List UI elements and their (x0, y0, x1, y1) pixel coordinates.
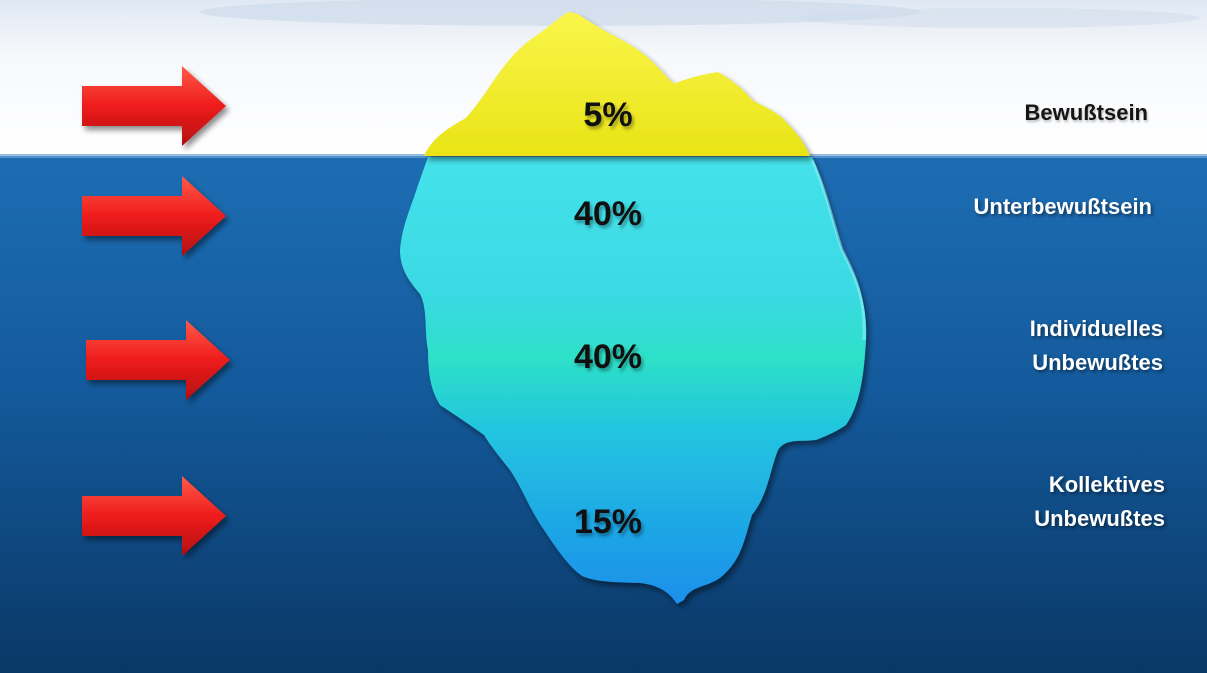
layer-percent-individual-unconscious: 40% (573, 338, 643, 376)
layer-label-line: Unbewußtes (1034, 506, 1165, 531)
layer-label-line: Unbewußtes (1032, 350, 1163, 375)
arrow-row-2 (82, 176, 226, 256)
layer-label-line: Individuelles (1029, 316, 1163, 341)
iceberg-tip (424, 12, 810, 156)
layer-percent-subconscious: 40% (573, 195, 643, 233)
layer-label-line: Unterbewußtsein (973, 194, 1152, 219)
layer-label-individual-unconscious: Individuelles Unbewußtes (903, 312, 1163, 380)
layer-percent-collective-unconscious: 15% (573, 503, 643, 541)
right-arrow-icon (82, 66, 226, 146)
iceberg-rim-highlight (810, 159, 866, 341)
cloud-wisp (800, 8, 1200, 28)
iceberg-submerged (400, 157, 867, 604)
layer-label-line: Kollektives (1048, 472, 1165, 497)
layer-label-collective-unconscious: Kollektives Unbewußtes (905, 468, 1165, 536)
layer-label-conscious: Bewußtsein (888, 96, 1148, 130)
layer-label-subconscious: Unterbewußtsein (892, 190, 1152, 224)
cloud-wisp (200, 0, 920, 26)
layer-label-line: Bewußtsein (1024, 100, 1148, 125)
arrow-row-1 (82, 66, 226, 146)
layer-percent-conscious: 5% (583, 96, 633, 134)
right-arrow-icon (82, 176, 226, 256)
arrow-row-3 (86, 320, 230, 400)
arrow-row-4 (82, 476, 226, 556)
right-arrow-icon (82, 476, 226, 556)
right-arrow-icon (86, 320, 230, 400)
